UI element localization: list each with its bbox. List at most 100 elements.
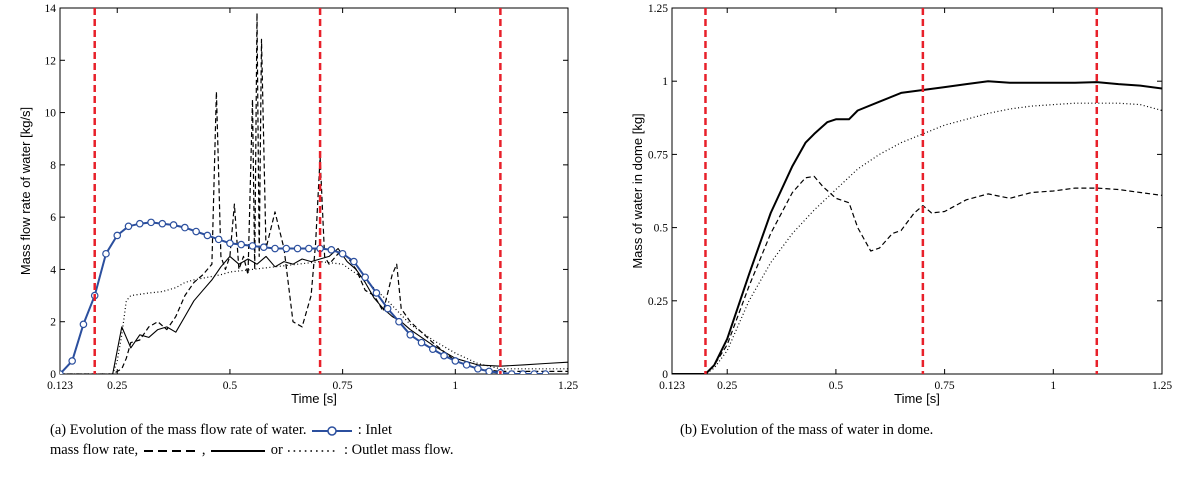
inlet-data-point [135, 219, 144, 228]
inlet-data-point [417, 338, 426, 347]
inlet-data-point [519, 370, 527, 374]
inlet-data-point [474, 364, 482, 373]
x-tick-label: 1.25 [1152, 380, 1172, 392]
inlet-data-point [271, 244, 279, 253]
series-line-dotted [60, 261, 568, 374]
y-tick-label: 0 [662, 369, 668, 381]
y-tick-label: 1 [662, 76, 668, 88]
legend-solid-symbol [211, 449, 266, 452]
series-line-dotted [672, 102, 1162, 374]
caption-a-text-2: : Inlet [357, 422, 392, 438]
x-tick-label: 1 [452, 380, 458, 392]
y-tick-label: 10 [45, 108, 57, 120]
x-tick-label: 0.25 [107, 380, 127, 392]
inlet-data-point [406, 330, 415, 339]
inlet-data-point [395, 317, 403, 326]
caption-a-line-2: mass flow rate, , or : Outlet mass flow. [50, 440, 570, 460]
inlet-data-point [79, 320, 88, 329]
y-axis-title: Mass of water in dome [kg] [630, 113, 645, 268]
y-axis-title: Mass flow rate of water [kg/s] [18, 107, 33, 275]
y-tick-label: 0.75 [648, 149, 668, 161]
inlet-data-point [124, 222, 133, 231]
inlet-data-point [507, 370, 516, 374]
caption-a-text-1: (a) Evolution of the mass flow rate of w… [50, 422, 307, 438]
legend-inlet-symbol [312, 425, 353, 436]
inlet-data-point [113, 231, 122, 240]
caption-a-text-4: , [201, 442, 206, 458]
y-tick-label: 1.25 [648, 3, 668, 15]
caption-a-text-3: mass flow rate, [50, 442, 139, 458]
caption-b: (b) Evolution of the mass of water in do… [680, 420, 1120, 440]
inlet-data-point [158, 219, 167, 228]
x-axis-title: Time [s] [291, 391, 337, 406]
y-tick-label: 0 [50, 369, 56, 381]
x-tick-label: 0.75 [935, 380, 955, 392]
x-tick-label: 0.5 [829, 380, 844, 392]
inlet-data-point [68, 357, 76, 365]
y-tick-label: 6 [50, 212, 56, 224]
inlet-data-point [530, 370, 538, 374]
inlet-data-point [361, 273, 369, 282]
inlet-data-point [203, 231, 212, 240]
x-tick-label: 0.123 [659, 380, 685, 392]
chart-b-mass-in-dome: 0.123 0.25 0.5 0.75 1 1.25 0 0.25 0.5 0.75 1 1.25 Ti… [630, 3, 1172, 406]
inlet-data-point [60, 370, 64, 374]
caption-b-line-1: (b) Evolution of the mass of water in do… [680, 422, 934, 438]
legend-dashed-symbol [143, 449, 200, 452]
inlet-data-point [383, 304, 392, 313]
x-tick-label: 0.25 [717, 380, 737, 392]
x-tick-label: 0.123 [47, 380, 73, 392]
inlet-data-point [237, 240, 246, 249]
inlet-data-point [293, 244, 302, 253]
inlet-data-point [214, 235, 223, 244]
inlet-data-point [102, 249, 110, 258]
x-tick-label: 0.5 [223, 380, 238, 392]
inlet-data-point [282, 244, 291, 253]
series-line-solid [672, 80, 1162, 374]
y-tick-label: 2 [50, 317, 56, 329]
inlet-data-point [485, 367, 493, 374]
y-tick-label: 12 [45, 55, 57, 67]
inlet-data-point [169, 221, 178, 229]
inlet-data-point [147, 218, 155, 227]
series-line-solid [60, 247, 568, 374]
inlet-data-point [541, 370, 550, 374]
inlet-data-point [462, 361, 471, 369]
inlet-data-point [350, 257, 358, 266]
inlet-data-point [451, 357, 460, 365]
inlet-data-point [226, 239, 234, 248]
caption-a-line-1: (a) Evolution of the mass flow rate of w… [50, 420, 570, 440]
inlet-data-point [428, 345, 437, 353]
x-axis-title: Time [s] [894, 391, 940, 406]
inlet-data-point [259, 243, 268, 252]
series-line-dashed [60, 12, 568, 374]
inlet-data-point [248, 242, 257, 250]
y-tick-label: 14 [45, 3, 57, 15]
series-line-dashed [672, 175, 1162, 374]
plot-area-b [672, 80, 1162, 374]
y-tick-label: 0.25 [648, 296, 668, 308]
caption-a-text-6: : Outlet mass flow. [344, 442, 454, 458]
legend-dotted-symbol [288, 449, 339, 452]
inlet-data-point [192, 227, 200, 236]
axes-frame-a [59, 7, 569, 375]
x-tick-label: 1.25 [558, 380, 578, 392]
x-tick-label: 0.75 [333, 380, 353, 392]
inlet-data-point [305, 244, 313, 253]
chart-a-mass-flow-rate: 0.123 0.25 0.5 0.75 1 1.25 0 2 4 6 8 10 12 14 Time [s]… [18, 3, 578, 406]
plot-area-a [60, 12, 568, 374]
x-tick-label: 1 [1050, 380, 1056, 392]
caption-a-text-5: or [270, 442, 283, 458]
inlet-data-point [440, 351, 448, 360]
y-tick-label: 8 [50, 160, 56, 172]
inlet-data-point [327, 246, 336, 254]
inlet-data-point [181, 223, 189, 232]
caption-a: (a) Evolution of the mass flow rate of w… [50, 420, 570, 460]
axes-frame-b [671, 7, 1163, 375]
y-tick-label: 0.5 [654, 223, 669, 235]
inlet-data-point [372, 289, 381, 297]
series-line-solid-circle [60, 221, 546, 374]
inlet-data-point [338, 249, 347, 258]
y-tick-label: 4 [50, 264, 56, 276]
